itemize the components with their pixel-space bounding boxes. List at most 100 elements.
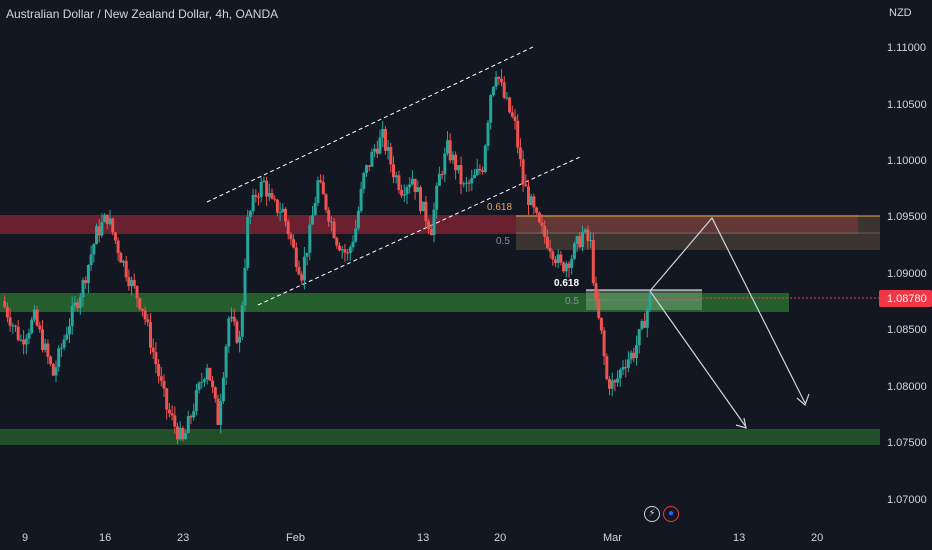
candle-body [378,137,382,154]
candle-body [429,229,433,236]
candle-body [294,247,298,267]
candle-body [408,184,412,188]
flag-icon[interactable]: ● [663,506,679,522]
candle-body [591,239,595,284]
candle-body [456,165,460,171]
candle-body [618,369,622,379]
zones-layer [0,215,880,445]
candle-body [281,208,285,213]
candle-body [632,352,636,359]
candle-body [640,320,644,330]
candle-body [59,347,63,349]
candle-body [138,298,142,309]
candle-body [254,194,258,197]
time-tick: Feb [286,532,305,544]
candle-body [359,188,363,211]
candle-body [181,427,185,440]
candle-body [559,254,563,263]
candle-body [486,122,490,146]
candle-body [489,95,493,123]
candle-body [446,140,449,154]
time-tick: 13 [733,532,745,544]
candle-body [232,316,236,322]
candle-body [545,236,549,248]
time-axis[interactable]: 9 16 23 Feb 13 20 Mar 13 20 [22,532,823,544]
candle-body [194,389,198,412]
candle-body [111,218,115,233]
candle-body [248,211,252,217]
channel-upper-line [206,45,536,203]
candle-body [100,222,104,236]
candle-body [297,266,301,275]
candle-body [370,151,374,167]
candle-body [149,322,152,348]
candle-body [405,187,409,195]
candle-body [338,245,341,251]
candle-body [605,356,609,380]
candle-body [300,274,304,281]
candle-body [483,145,487,173]
candle-body [165,388,169,410]
candle-body [170,413,174,416]
price-tick: 1.11000 [887,42,926,54]
candle-body [154,352,158,365]
candle-body [583,229,587,233]
candle-body [259,181,263,197]
candle-body [435,185,439,210]
time-tick: 9 [22,532,28,544]
price-axis[interactable]: NZD 1.11000 1.10500 1.10000 1.09500 1.09… [879,7,932,506]
candle-body [270,193,274,199]
price-tick: 1.10500 [887,99,927,111]
candle-body [292,239,296,248]
candle-body [43,343,47,351]
candle-body [375,148,379,154]
candle-body [19,339,23,341]
candle-body [354,228,358,242]
candle-body [146,319,150,323]
candle-body [262,180,266,182]
candle-body [481,170,485,173]
candle-body [278,212,282,214]
candle-body [267,193,271,197]
candle-body [348,247,352,253]
candle-body [219,401,223,425]
candle-body [178,427,182,440]
candle-body [575,236,579,244]
candle-body [246,216,250,268]
candle-body [421,201,425,212]
candle-body [65,334,69,340]
candle-body [329,221,333,223]
candle-body [467,182,471,184]
candle-body [616,378,620,383]
candle-body [548,247,552,252]
candle-body [11,325,15,327]
trend-channel[interactable] [206,45,581,306]
candle-body [216,398,220,425]
candle-body [116,240,120,254]
candle-body [643,320,647,328]
price-tick: 1.08000 [887,381,927,393]
lightning-icon[interactable]: ⚡ [644,506,660,522]
candle-body [516,120,520,148]
candle-body [624,367,628,369]
candle-body [518,147,522,160]
projection-layer[interactable] [649,216,810,429]
candle-body [78,296,82,308]
candle-body [176,426,179,440]
candle-body [27,332,31,339]
candle-body [613,380,617,383]
candle-body [470,178,474,184]
candle-body [551,251,555,260]
candle-body [305,252,309,257]
fibonacci-layer[interactable]: 0.618 0.5 0.618 0.5 [487,202,579,307]
candle-body [413,178,417,193]
candle-body [459,165,463,185]
candle-body [508,97,512,113]
candle-body [302,256,306,281]
candle-body [635,345,638,359]
fib-lower-5-label: 0.5 [565,296,579,307]
candle-body [567,263,571,268]
candle-body [251,194,255,212]
candle-body [113,232,117,241]
